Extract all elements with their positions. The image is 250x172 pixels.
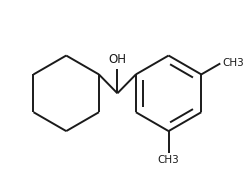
Text: OH: OH	[108, 53, 126, 66]
Text: CH3: CH3	[222, 58, 244, 68]
Text: CH3: CH3	[158, 155, 180, 165]
